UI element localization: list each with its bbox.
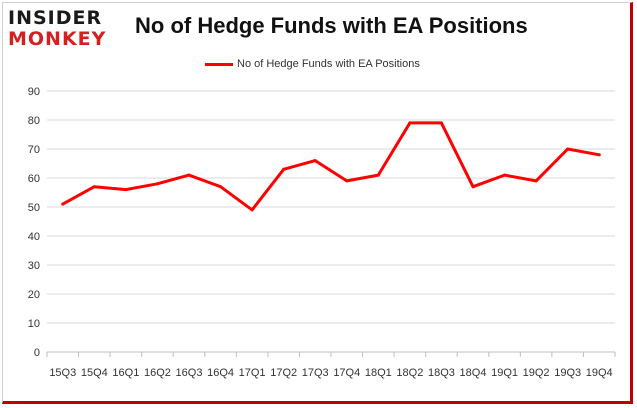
data-point: [534, 179, 538, 183]
data-point: [282, 167, 286, 171]
x-tick-label: 18Q2: [396, 367, 423, 379]
data-point: [155, 182, 159, 186]
data-point: [219, 185, 223, 189]
y-tick-label: 50: [28, 202, 40, 214]
series-line: [61, 121, 601, 212]
data-point: [345, 179, 349, 183]
x-tick-label: 19Q1: [491, 367, 518, 379]
x-tick-label: 16Q2: [144, 367, 171, 379]
logo-insider-text: INSIDER: [8, 7, 103, 29]
legend-label: No of Hedge Funds with EA Positions: [237, 58, 420, 70]
data-point: [61, 202, 65, 206]
data-point: [124, 188, 128, 192]
y-tick-label: 40: [28, 231, 40, 243]
data-point: [376, 173, 380, 177]
data-point: [597, 153, 601, 157]
data-point: [92, 185, 96, 189]
y-tick-label: 80: [28, 115, 40, 127]
x-tick-label: 19Q4: [586, 367, 613, 379]
data-point: [408, 121, 412, 125]
x-tick-label: 16Q1: [112, 367, 139, 379]
data-point: [250, 208, 254, 212]
x-tick-label: 17Q2: [270, 367, 297, 379]
data-point: [471, 185, 475, 189]
x-tick-label: 17Q1: [239, 367, 266, 379]
y-tick-label: 10: [28, 318, 40, 330]
y-tick-label: 30: [28, 260, 40, 272]
data-point: [187, 173, 191, 177]
chart-title: No of Hedge Funds with EA Positions: [135, 13, 528, 38]
y-tick-label: 70: [28, 144, 40, 156]
legend: No of Hedge Funds with EA Positions: [205, 58, 420, 70]
data-point: [503, 173, 507, 177]
y-tick-label: 60: [28, 173, 40, 185]
chart-border: [2, 2, 633, 404]
x-tick-label: 15Q4: [81, 367, 108, 379]
x-tick-label: 18Q3: [428, 367, 455, 379]
data-point: [439, 121, 443, 125]
x-tick-label: 19Q3: [554, 367, 581, 379]
x-tick-label: 17Q3: [302, 367, 329, 379]
y-tick-label: 90: [28, 86, 40, 98]
x-tick-label: 17Q4: [333, 367, 360, 379]
x-tick-label: 16Q4: [207, 367, 234, 379]
legend-line-swatch: [205, 62, 233, 66]
data-point: [566, 147, 570, 151]
x-tick-label: 18Q4: [460, 367, 487, 379]
logo-monkey-text: MONKEY: [8, 28, 107, 50]
y-tick-label: 0: [34, 347, 40, 359]
data-point: [313, 159, 317, 163]
x-tick-label: 16Q3: [176, 367, 203, 379]
x-tick-label: 18Q1: [365, 367, 392, 379]
x-tick-label: 15Q3: [49, 367, 76, 379]
y-tick-label: 20: [28, 289, 40, 301]
x-tick-label: 19Q2: [523, 367, 550, 379]
